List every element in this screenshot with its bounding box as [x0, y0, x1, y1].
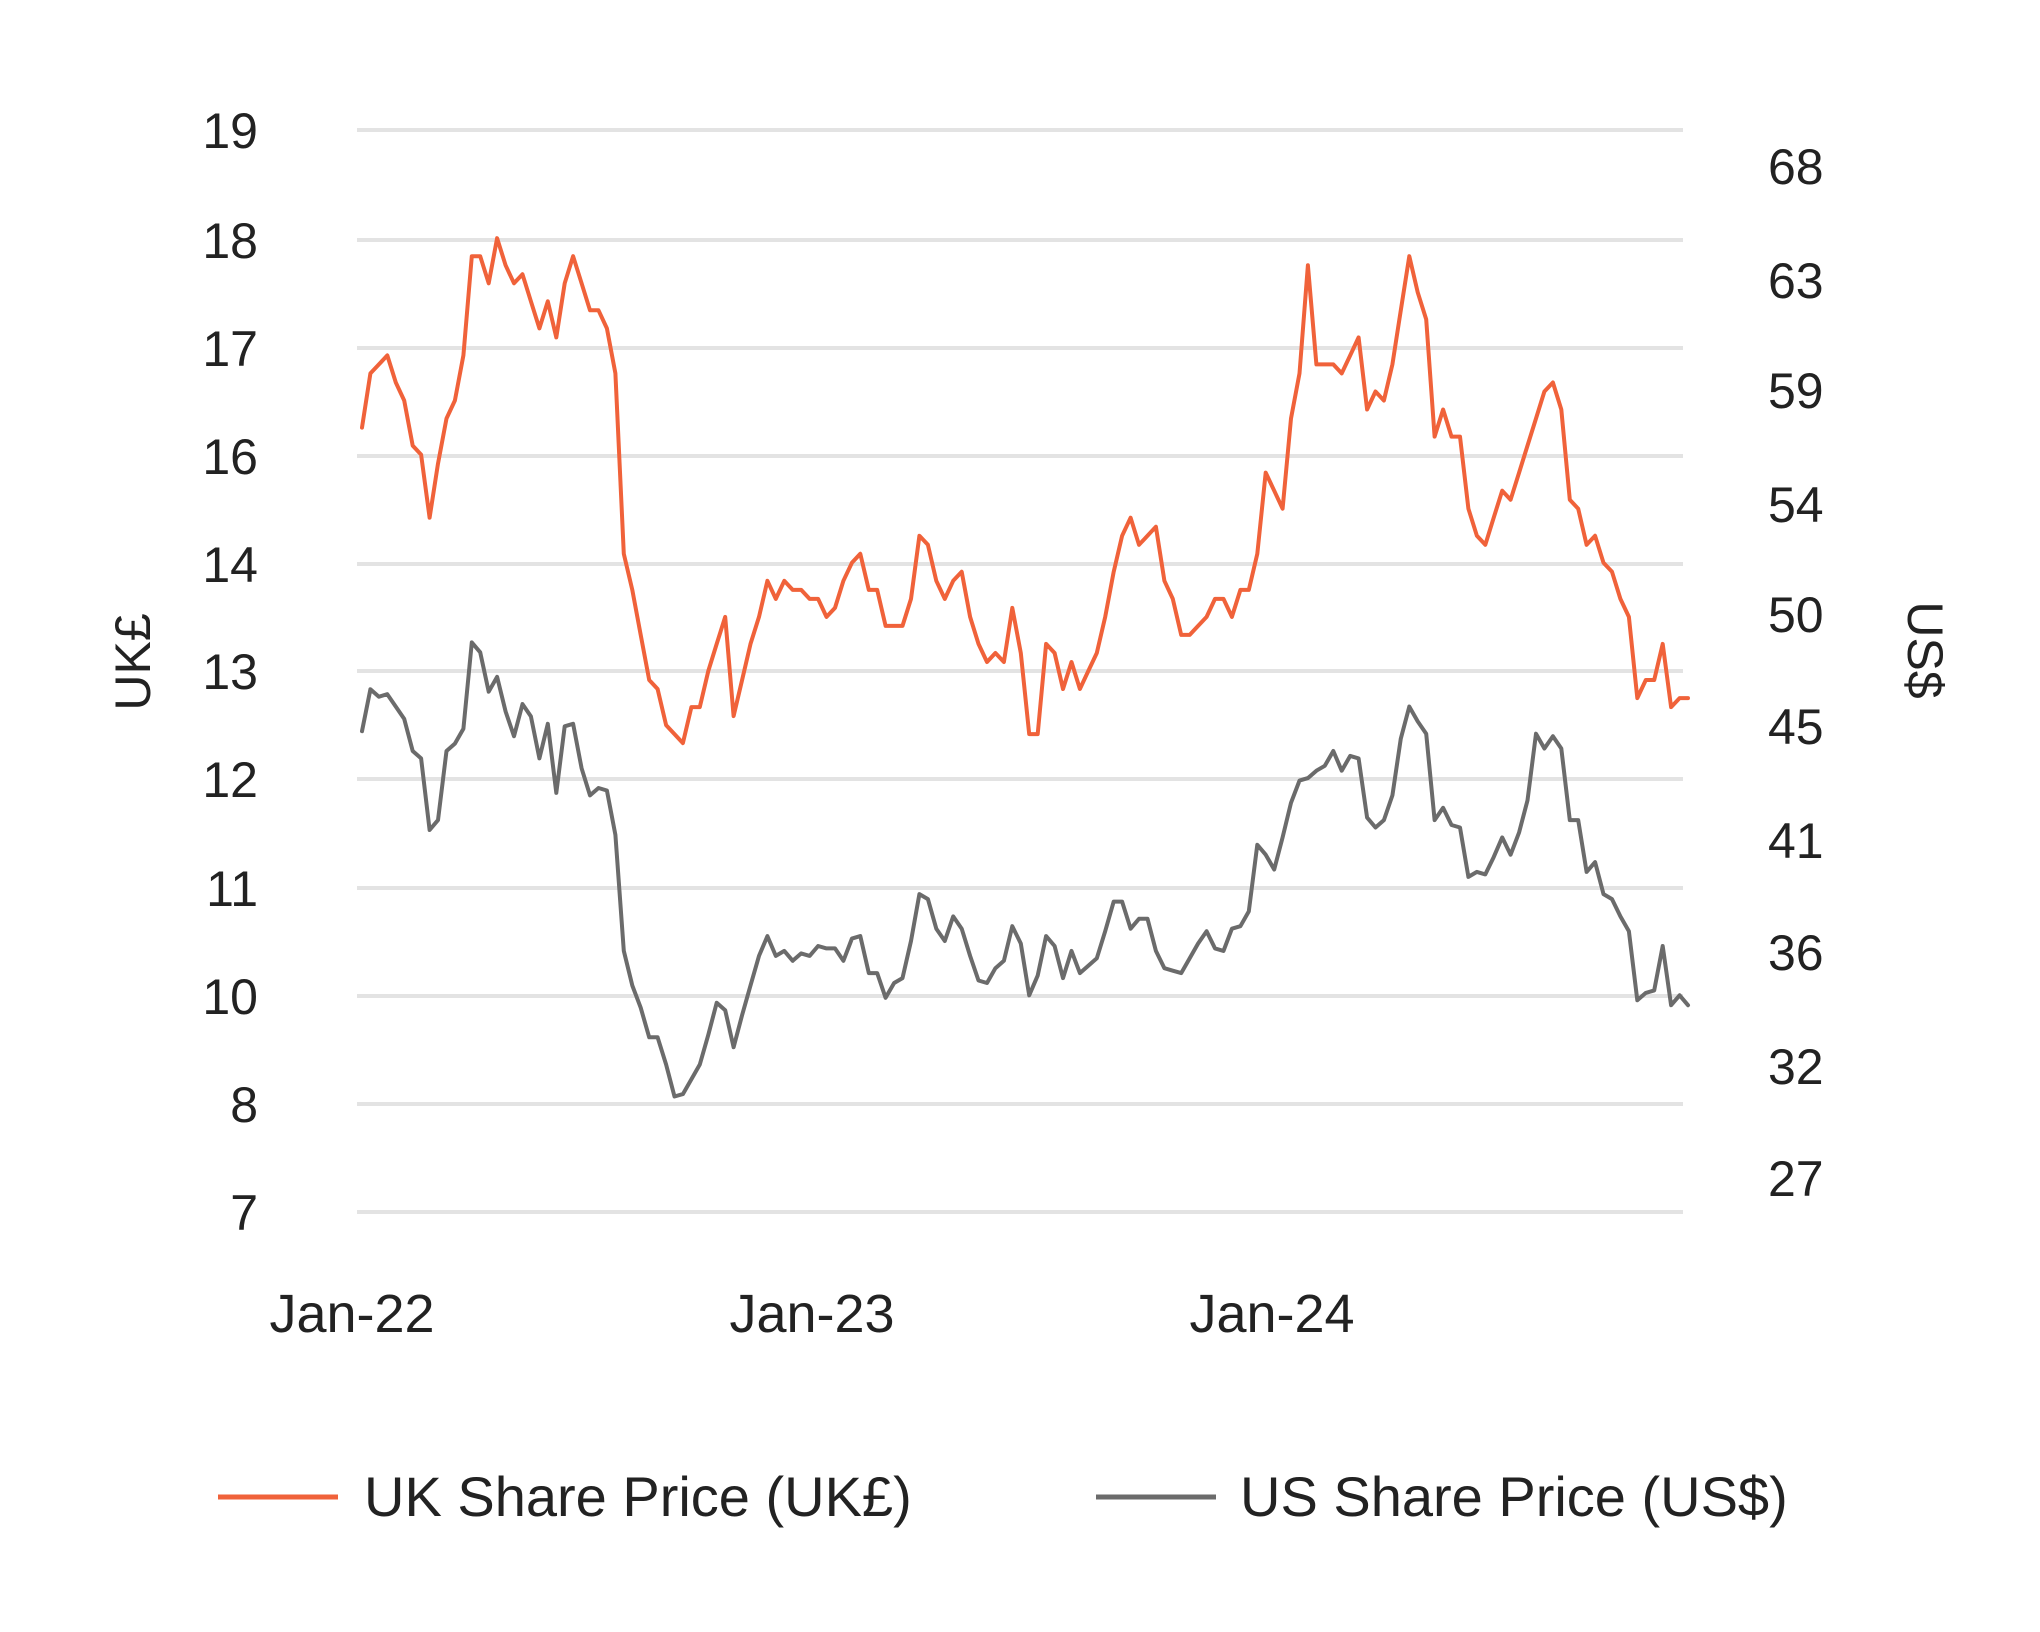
legend: UK Share Price (UK£) US Share Price (US$…	[218, 1465, 1788, 1528]
left-tick-label: 12	[202, 752, 258, 808]
x-tick-label: Jan-22	[269, 1284, 434, 1344]
legend-label-us: US Share Price (US$)	[1240, 1465, 1788, 1528]
left-tick-label: 7	[230, 1185, 258, 1241]
right-tick-label: 54	[1768, 477, 1824, 533]
right-tick-label: 45	[1768, 699, 1824, 755]
left-axis-label: UK£	[105, 613, 161, 710]
left-axis-ticks: 7 8 10 11 12 13 14 16 17 18 19	[202, 103, 258, 1241]
left-tick-label: 10	[202, 969, 258, 1025]
uk-share-price-line	[360, 236, 1690, 746]
x-tick-label: Jan-23	[729, 1284, 894, 1344]
x-tick-label: Jan-24	[1189, 1284, 1354, 1344]
right-tick-label: 68	[1768, 139, 1824, 195]
left-tick-label: 11	[206, 861, 258, 917]
left-tick-label: 13	[202, 644, 258, 700]
right-tick-label: 50	[1768, 587, 1824, 643]
left-tick-label: 14	[202, 537, 258, 593]
right-tick-label: 59	[1768, 363, 1824, 419]
left-tick-label: 17	[202, 321, 258, 377]
left-tick-label: 19	[202, 103, 258, 159]
gridlines	[357, 128, 1683, 1214]
right-tick-label: 41	[1768, 813, 1824, 869]
right-axis-label: US$	[1897, 601, 1953, 698]
right-tick-label: 32	[1768, 1039, 1824, 1095]
left-tick-label: 18	[202, 213, 258, 269]
right-axis-ticks: 27 32 36 41 45 50 54 59 63 68	[1768, 139, 1824, 1207]
left-tick-label: 8	[230, 1077, 258, 1133]
right-tick-label: 63	[1768, 253, 1824, 309]
right-tick-label: 27	[1768, 1151, 1824, 1207]
left-tick-label: 16	[202, 429, 258, 485]
x-axis-ticks: Jan-22 Jan-23 Jan-24	[269, 1284, 1354, 1344]
us-share-price-line	[360, 640, 1690, 1099]
legend-label-uk: UK Share Price (UK£)	[364, 1465, 912, 1528]
right-tick-label: 36	[1768, 925, 1824, 981]
series-lines	[360, 236, 1690, 1099]
